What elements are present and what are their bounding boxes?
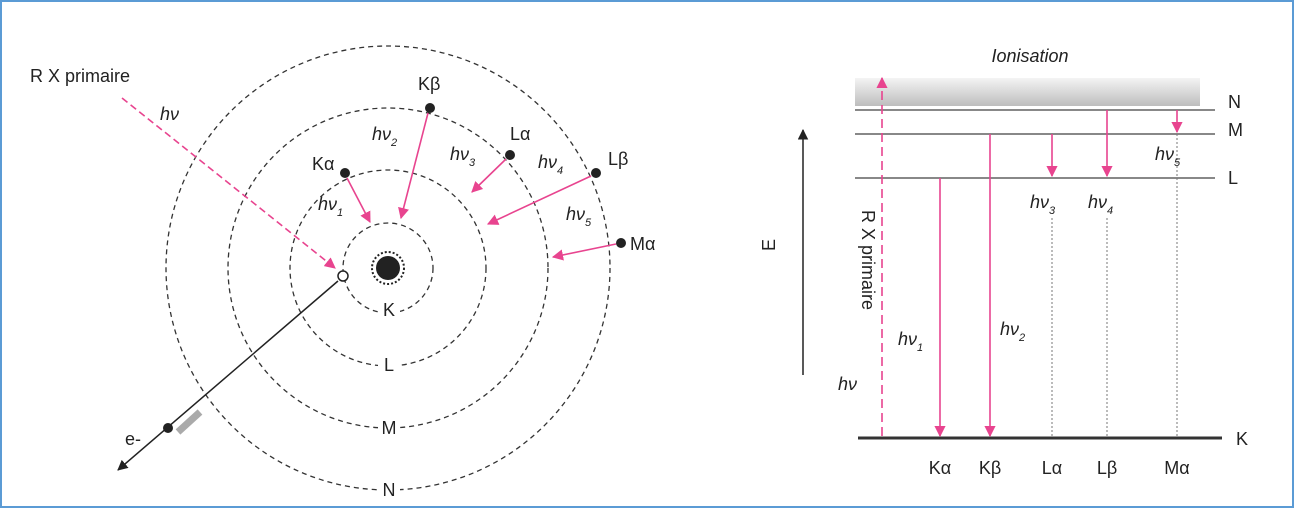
label: E <box>759 239 779 251</box>
label: R X primaire <box>30 66 130 86</box>
diagram: K L M N R X primaire hν e- Kα hν1 Kβ hν2… <box>0 0 1294 508</box>
label: Ionisation <box>991 46 1068 66</box>
label: Kβ <box>418 74 440 94</box>
shell-label: K <box>383 300 395 320</box>
label: Kα <box>312 154 334 174</box>
label: hν2 <box>1000 319 1025 344</box>
label: Lα <box>510 124 530 144</box>
level-label: L <box>1228 168 1238 188</box>
line-label: Mα <box>1164 458 1189 478</box>
level-label: K <box>1236 429 1248 449</box>
atom: K L M N R X primaire hν e- Kα hν1 Kβ hν2… <box>30 46 655 500</box>
label: e- <box>125 429 141 449</box>
label: hν4 <box>1088 192 1113 217</box>
frame <box>1 1 1293 507</box>
label: hν <box>160 104 179 124</box>
shell-label: L <box>384 355 394 375</box>
label: Mα <box>630 234 655 254</box>
label: hν1 <box>898 329 923 354</box>
shell-label: N <box>383 480 396 500</box>
line-label: Lβ <box>1097 458 1117 478</box>
label: hν2 <box>372 124 397 149</box>
line-label: Lα <box>1042 458 1062 478</box>
label: hν5 <box>566 204 592 229</box>
label: hν3 <box>1030 192 1056 217</box>
label: hν4 <box>538 152 563 177</box>
level-label: N <box>1228 92 1241 112</box>
label: hν3 <box>450 144 476 169</box>
line-label: Kα <box>929 458 951 478</box>
energy-diagram: Ionisation N M L K E R X primaire hν hν1… <box>759 46 1248 478</box>
label: R X primaire <box>858 210 878 310</box>
line-label: Kβ <box>979 458 1001 478</box>
level-label: M <box>1228 120 1243 140</box>
label: hν <box>838 374 857 394</box>
label: hν1 <box>318 194 343 219</box>
label: Lβ <box>608 149 628 169</box>
shell-label: M <box>382 418 397 438</box>
